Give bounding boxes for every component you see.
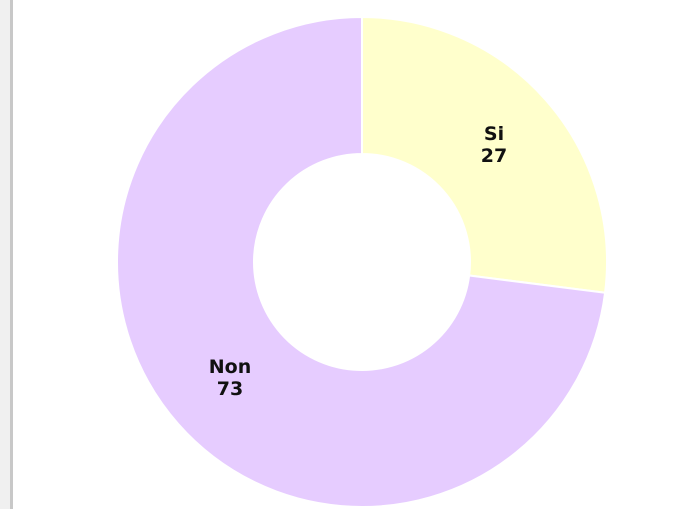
donut-segment <box>361 15 608 294</box>
segment-label: Si <box>484 123 504 145</box>
side-border <box>10 0 13 509</box>
segment-value: 27 <box>481 145 507 167</box>
segment-label: Non <box>209 356 251 378</box>
side-shadow <box>0 0 12 509</box>
donut-segment <box>116 15 607 508</box>
segment-value: 73 <box>217 378 243 400</box>
